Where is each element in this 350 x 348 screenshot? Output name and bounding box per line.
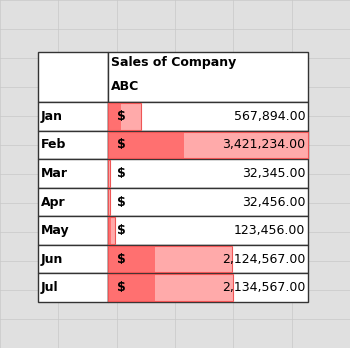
Bar bbox=[108, 160, 110, 187]
Bar bbox=[38, 130, 108, 159]
Bar bbox=[108, 245, 308, 274]
Text: Feb: Feb bbox=[41, 139, 66, 151]
Text: Sales of Company: Sales of Company bbox=[111, 56, 236, 69]
Text: ABC: ABC bbox=[111, 80, 139, 93]
Text: 123,456.00: 123,456.00 bbox=[234, 224, 305, 237]
Text: $: $ bbox=[117, 281, 125, 294]
Bar bbox=[38, 216, 108, 245]
Bar bbox=[108, 160, 109, 187]
Bar bbox=[108, 188, 308, 216]
Bar bbox=[121, 103, 141, 129]
Bar bbox=[38, 102, 108, 130]
Bar bbox=[109, 160, 110, 187]
Bar bbox=[108, 130, 308, 159]
Bar bbox=[108, 218, 115, 244]
Bar bbox=[108, 52, 308, 102]
Bar bbox=[38, 245, 108, 274]
Text: Jun: Jun bbox=[41, 253, 63, 266]
Text: Jul: Jul bbox=[41, 281, 58, 294]
Bar bbox=[111, 218, 115, 244]
Text: Mar: Mar bbox=[41, 167, 68, 180]
Text: Apr: Apr bbox=[41, 196, 65, 208]
Text: $: $ bbox=[117, 139, 125, 151]
Bar bbox=[38, 52, 108, 102]
Bar bbox=[108, 216, 308, 245]
Bar bbox=[108, 102, 308, 130]
Text: $: $ bbox=[117, 167, 125, 180]
Text: 2,134,567.00: 2,134,567.00 bbox=[222, 281, 305, 294]
Text: May: May bbox=[41, 224, 69, 237]
Bar bbox=[108, 274, 308, 302]
Bar bbox=[38, 274, 108, 302]
Text: 567,894.00: 567,894.00 bbox=[233, 110, 305, 123]
Bar bbox=[108, 218, 111, 244]
Bar bbox=[108, 246, 155, 272]
Text: $: $ bbox=[117, 110, 125, 123]
Text: 32,345.00: 32,345.00 bbox=[242, 167, 305, 180]
Text: $: $ bbox=[117, 224, 125, 237]
Bar bbox=[155, 275, 233, 301]
Bar bbox=[108, 246, 232, 272]
Bar bbox=[155, 246, 232, 272]
Bar bbox=[108, 275, 155, 301]
Bar bbox=[108, 275, 233, 301]
Text: 32,456.00: 32,456.00 bbox=[242, 196, 305, 208]
Text: $: $ bbox=[117, 196, 125, 208]
Text: 3,421,234.00: 3,421,234.00 bbox=[222, 139, 305, 151]
Bar bbox=[184, 132, 308, 158]
Bar bbox=[108, 132, 308, 158]
Bar bbox=[108, 189, 110, 215]
Bar bbox=[109, 189, 110, 215]
Bar bbox=[108, 132, 184, 158]
Bar bbox=[108, 159, 308, 188]
Text: 2,124,567.00: 2,124,567.00 bbox=[222, 253, 305, 266]
Text: $: $ bbox=[117, 253, 125, 266]
Bar bbox=[108, 103, 121, 129]
Bar bbox=[38, 188, 108, 216]
Bar bbox=[108, 103, 141, 129]
Bar bbox=[108, 189, 109, 215]
Bar bbox=[38, 159, 108, 188]
Text: Jan: Jan bbox=[41, 110, 63, 123]
